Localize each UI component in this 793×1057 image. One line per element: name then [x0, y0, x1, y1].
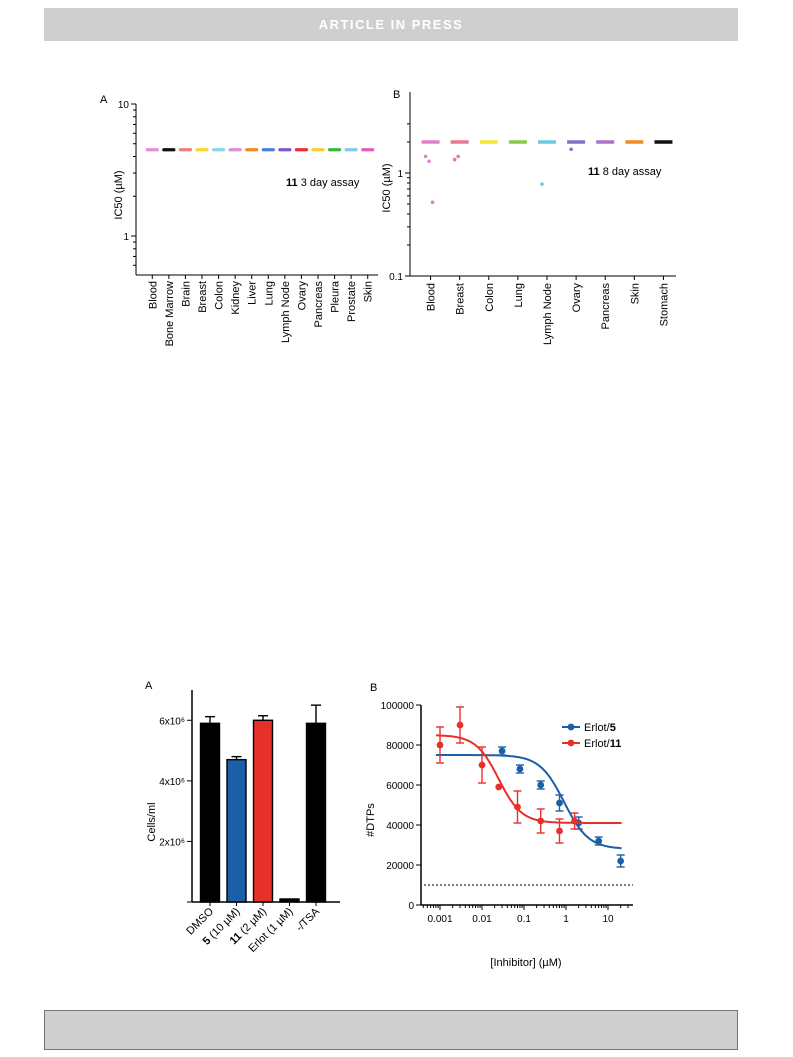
x-tick-label: 10 — [602, 914, 614, 925]
data-point — [516, 765, 524, 773]
outlier-point — [456, 154, 460, 159]
data-point — [537, 781, 545, 789]
x-tick-label: Prostate — [346, 281, 358, 322]
x-tick-label: 0.1 — [517, 914, 531, 925]
x-tick-label: Lymph Node — [280, 281, 292, 343]
y-tick-label: 100000 — [381, 701, 415, 712]
y-tick-label: 80000 — [386, 741, 414, 752]
panel-label-bottom-a: A — [145, 680, 153, 692]
data-point — [595, 837, 603, 845]
x-tick-label: Kidney — [230, 281, 242, 315]
x-tick-label: Blood — [426, 283, 438, 311]
y-tick-label: 4x10⁶ — [159, 777, 185, 788]
y-tick-label: 0 — [408, 901, 414, 912]
y-tick-label: 1 — [123, 232, 129, 243]
y-tick-label: 2x10⁶ — [159, 837, 185, 848]
data-point — [571, 817, 578, 825]
banner-text: ARTICLE IN PRESS — [318, 17, 464, 32]
x-tick-label: Colon — [484, 283, 496, 312]
outlier-point — [452, 157, 457, 162]
legend-marker — [567, 723, 575, 731]
data-point — [498, 747, 506, 755]
x-tick-label: Breast — [197, 281, 209, 313]
data-point — [436, 741, 444, 749]
legend-marker — [567, 739, 575, 747]
x-tick-label: Lung — [513, 283, 525, 307]
y-tick-label: 20000 — [386, 861, 414, 872]
x-tick-label: Ovary — [296, 281, 308, 311]
outlier-point — [423, 154, 428, 159]
y-tick-label: 10 — [118, 100, 130, 111]
data-point — [456, 721, 464, 729]
x-tick-label: Bone Marrow — [164, 281, 176, 346]
panel-label-top-a: A — [100, 94, 108, 106]
fit-curve — [435, 734, 622, 824]
y-tick-label: 6x10⁶ — [159, 716, 185, 727]
y-tick-label: 1 — [397, 169, 403, 180]
x-tick-label: Blood — [147, 281, 159, 309]
panel-label-top-b: B — [393, 89, 400, 101]
legend-label: Erlot/11 — [584, 738, 621, 750]
x-tick-label: Lung — [263, 281, 275, 305]
data-point — [537, 817, 545, 825]
y-axis-label: IC50 (µM) — [381, 163, 393, 212]
article-in-press-banner: ARTICLE IN PRESS — [44, 8, 738, 41]
outlier-point — [540, 182, 544, 186]
footer-bar — [44, 1010, 738, 1050]
x-tick-label: Pancreas — [600, 283, 612, 330]
y-axis-label: Cells/ml — [146, 802, 158, 841]
outlier-point — [427, 159, 431, 164]
x-tick-label: Colon — [214, 281, 226, 310]
outlier-point — [569, 147, 573, 152]
y-axis-label: IC50 (µM) — [113, 170, 125, 219]
data-point — [478, 761, 486, 769]
x-tick-label: Breast — [455, 283, 467, 315]
y-axis-label: #DTPs — [365, 803, 377, 837]
x-tick-label: Stomach — [658, 283, 670, 326]
panel-label-bottom-b: B — [370, 682, 377, 694]
x-tick-label: 1 — [563, 914, 569, 925]
x-tick-label: Skin — [363, 281, 375, 302]
x-tick-label: 0.01 — [472, 914, 492, 925]
data-point — [514, 803, 521, 811]
x-tick-label: Lymph Node — [542, 283, 554, 345]
annotation-8day: 11 8 day assay — [588, 166, 662, 178]
outlier-point — [430, 200, 435, 205]
data-point — [617, 857, 625, 865]
fit-curve — [435, 754, 622, 850]
x-tick-label: Skin — [629, 283, 641, 304]
x-tick-label: Liver — [247, 281, 259, 305]
y-tick-label: 40000 — [386, 821, 414, 832]
y-tick-label: 60000 — [386, 781, 414, 792]
x-tick-label: Ovary — [571, 283, 583, 313]
legend-label: Erlot/5 — [584, 722, 616, 734]
x-axis-label: [Inhibitor] (µM) — [490, 957, 561, 969]
y-tick-label: 0.1 — [389, 272, 403, 283]
x-tick-label: Brain — [180, 281, 192, 307]
x-tick-label: 0.001 — [427, 914, 452, 925]
data-point — [556, 799, 563, 807]
x-tick-label: Pleura — [330, 280, 342, 313]
x-tick-label: Pancreas — [313, 281, 325, 328]
data-point — [556, 827, 563, 835]
annotation-3day: 11 3 day assay — [286, 177, 360, 189]
data-point — [495, 783, 503, 791]
